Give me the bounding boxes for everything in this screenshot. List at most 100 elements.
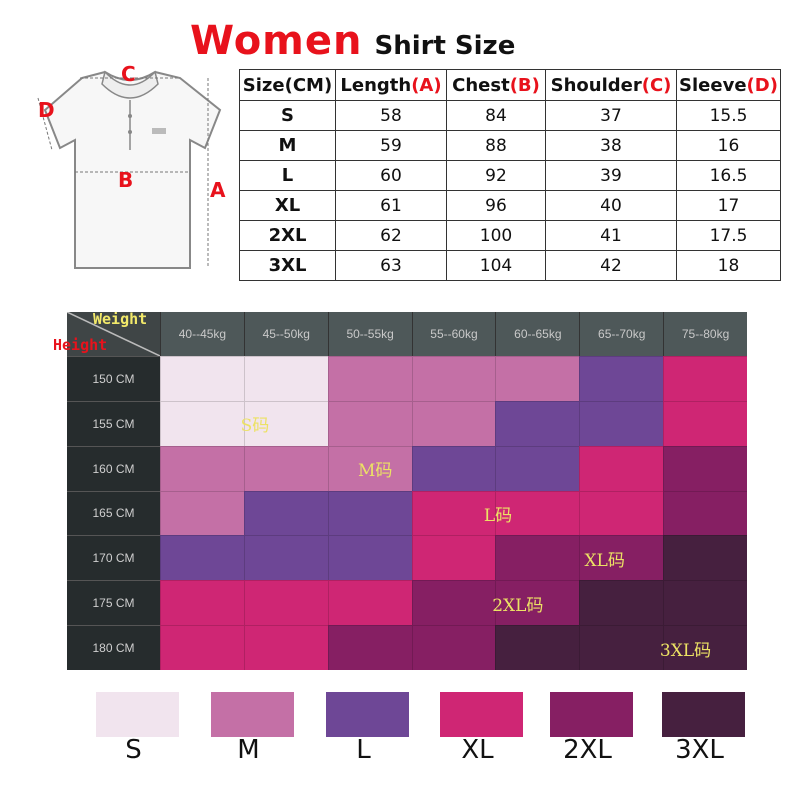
grid-cell-l xyxy=(327,490,412,536)
shirt-diagram: C B A D xyxy=(30,58,240,280)
table-cell: 62 xyxy=(335,220,447,251)
grid-cell-l xyxy=(495,400,580,446)
table-cell: 37 xyxy=(545,100,677,131)
height-row-header: 170 CM xyxy=(67,535,160,581)
zone-label: M码 xyxy=(358,461,393,482)
grid-cell-xl xyxy=(411,490,496,536)
table-row: L 60 92 39 16.5 xyxy=(239,160,781,191)
size-table: Size(CM) Length(A) Chest(B) Shoulder(C) … xyxy=(239,69,781,281)
grid-cell-3xl xyxy=(579,625,664,670)
table-cell: 39 xyxy=(545,160,677,191)
table-cell: 100 xyxy=(446,220,546,251)
grid-cell-2xl xyxy=(663,445,747,491)
grid-cell-l xyxy=(411,445,496,491)
table-row: M 59 88 38 16 xyxy=(239,130,781,161)
grid-cell-2xl xyxy=(411,625,496,670)
legend-label: L xyxy=(356,735,371,765)
legend-label: 3XL xyxy=(675,735,724,765)
legend-swatch-s xyxy=(96,692,179,737)
height-row-header: 165 CM xyxy=(67,490,160,536)
table-cell: L xyxy=(239,160,336,191)
legend-label: M xyxy=(237,735,260,765)
table-cell: 96 xyxy=(446,190,546,221)
zone-label: S码 xyxy=(240,416,270,437)
grid-cell-m xyxy=(411,400,496,446)
measure-label-d: D xyxy=(38,98,55,122)
table-row: S 58 84 37 15.5 xyxy=(239,100,781,131)
page-title: Women Shirt Size xyxy=(190,18,515,68)
table-row: 3XL 63 104 42 18 xyxy=(239,250,781,281)
grid-cell-3xl xyxy=(495,625,580,670)
legend-swatch-2xl xyxy=(550,692,633,737)
height-row-header: 155 CM xyxy=(67,400,160,446)
grid-cell-m xyxy=(327,400,412,446)
height-row-header: 180 CM xyxy=(67,625,160,670)
table-cell: 16.5 xyxy=(676,160,781,191)
grid-cell-s xyxy=(243,356,328,401)
grid-cell-m xyxy=(327,356,412,401)
grid-cell-m xyxy=(411,356,496,401)
grid-cell-m xyxy=(327,445,412,491)
grid-cell-xl xyxy=(663,400,747,446)
height-axis-label: Height xyxy=(53,336,108,354)
weight-column-header: 40--45kg xyxy=(160,312,244,356)
col-header: Sleeve(D) xyxy=(676,69,781,101)
shirt-outline-icon xyxy=(37,70,222,269)
table-cell: M xyxy=(239,130,336,161)
grid-cell-xl xyxy=(243,580,328,626)
grid-cell-3xl xyxy=(663,535,747,581)
table-cell: 61 xyxy=(335,190,447,221)
col-header: Chest(B) xyxy=(446,69,546,101)
grid-cell-xl xyxy=(411,535,496,581)
grid-cell-l xyxy=(579,400,664,446)
grid-cell-l xyxy=(243,490,328,536)
measure-label-c: C xyxy=(121,62,136,86)
size-recommendation-grid: Weight 40--45kg 45--50kg 50--55kg 55--60kg 6… xyxy=(67,312,747,670)
table-row: XL 61 96 40 17 xyxy=(239,190,781,221)
grid-cell-s xyxy=(243,400,328,446)
grid-cell-m xyxy=(495,356,580,401)
table-cell: 92 xyxy=(446,160,546,191)
grid-cell-xl xyxy=(579,490,664,536)
weight-column-header: 50--55kg xyxy=(327,312,412,356)
grid-cell-2xl xyxy=(411,580,496,626)
col-header: Size(CM) xyxy=(239,69,336,101)
table-cell: 16 xyxy=(676,130,781,161)
grid-cell-2xl xyxy=(327,625,412,670)
table-cell: 104 xyxy=(446,250,546,281)
grid-cell-3xl xyxy=(579,580,664,626)
weight-column-header: 75--80kg xyxy=(663,312,747,356)
table-cell: 40 xyxy=(545,190,677,221)
table-cell: 42 xyxy=(545,250,677,281)
grid-cell-xl xyxy=(579,445,664,491)
legend-swatch-3xl xyxy=(662,692,745,737)
legend-swatch-l xyxy=(326,692,409,737)
grid-cell-l xyxy=(160,535,244,581)
table-cell: S xyxy=(239,100,336,131)
height-row-header: 150 CM xyxy=(67,356,160,401)
weight-column-header: 55--60kg xyxy=(411,312,496,356)
zone-label: 3XL码 xyxy=(659,640,712,661)
grid-cell-s xyxy=(160,400,244,446)
table-cell: 58 xyxy=(335,100,447,131)
measure-label-b: B xyxy=(118,168,134,192)
title-women: Women xyxy=(190,18,363,64)
grid-cell-xl xyxy=(160,625,244,670)
title-shirt-size: Shirt Size xyxy=(374,31,516,61)
grid-cell-3xl xyxy=(663,580,747,626)
corner-diagonal-icon xyxy=(67,312,160,356)
weight-column-header: 60--65kg xyxy=(495,312,580,356)
legend-label: S xyxy=(125,735,142,765)
measure-label-a: A xyxy=(210,178,226,202)
table-cell: 41 xyxy=(545,220,677,251)
table-cell: 88 xyxy=(446,130,546,161)
height-row-header: 175 CM xyxy=(67,580,160,626)
grid-cell-2xl xyxy=(495,535,580,581)
table-cell: 84 xyxy=(446,100,546,131)
table-cell: 63 xyxy=(335,250,447,281)
table-cell: 3XL xyxy=(239,250,336,281)
col-header: Length(A) xyxy=(335,69,447,101)
legend-label: XL xyxy=(461,735,494,765)
table-cell: 17 xyxy=(676,190,781,221)
height-row-header: 160 CM xyxy=(67,445,160,491)
